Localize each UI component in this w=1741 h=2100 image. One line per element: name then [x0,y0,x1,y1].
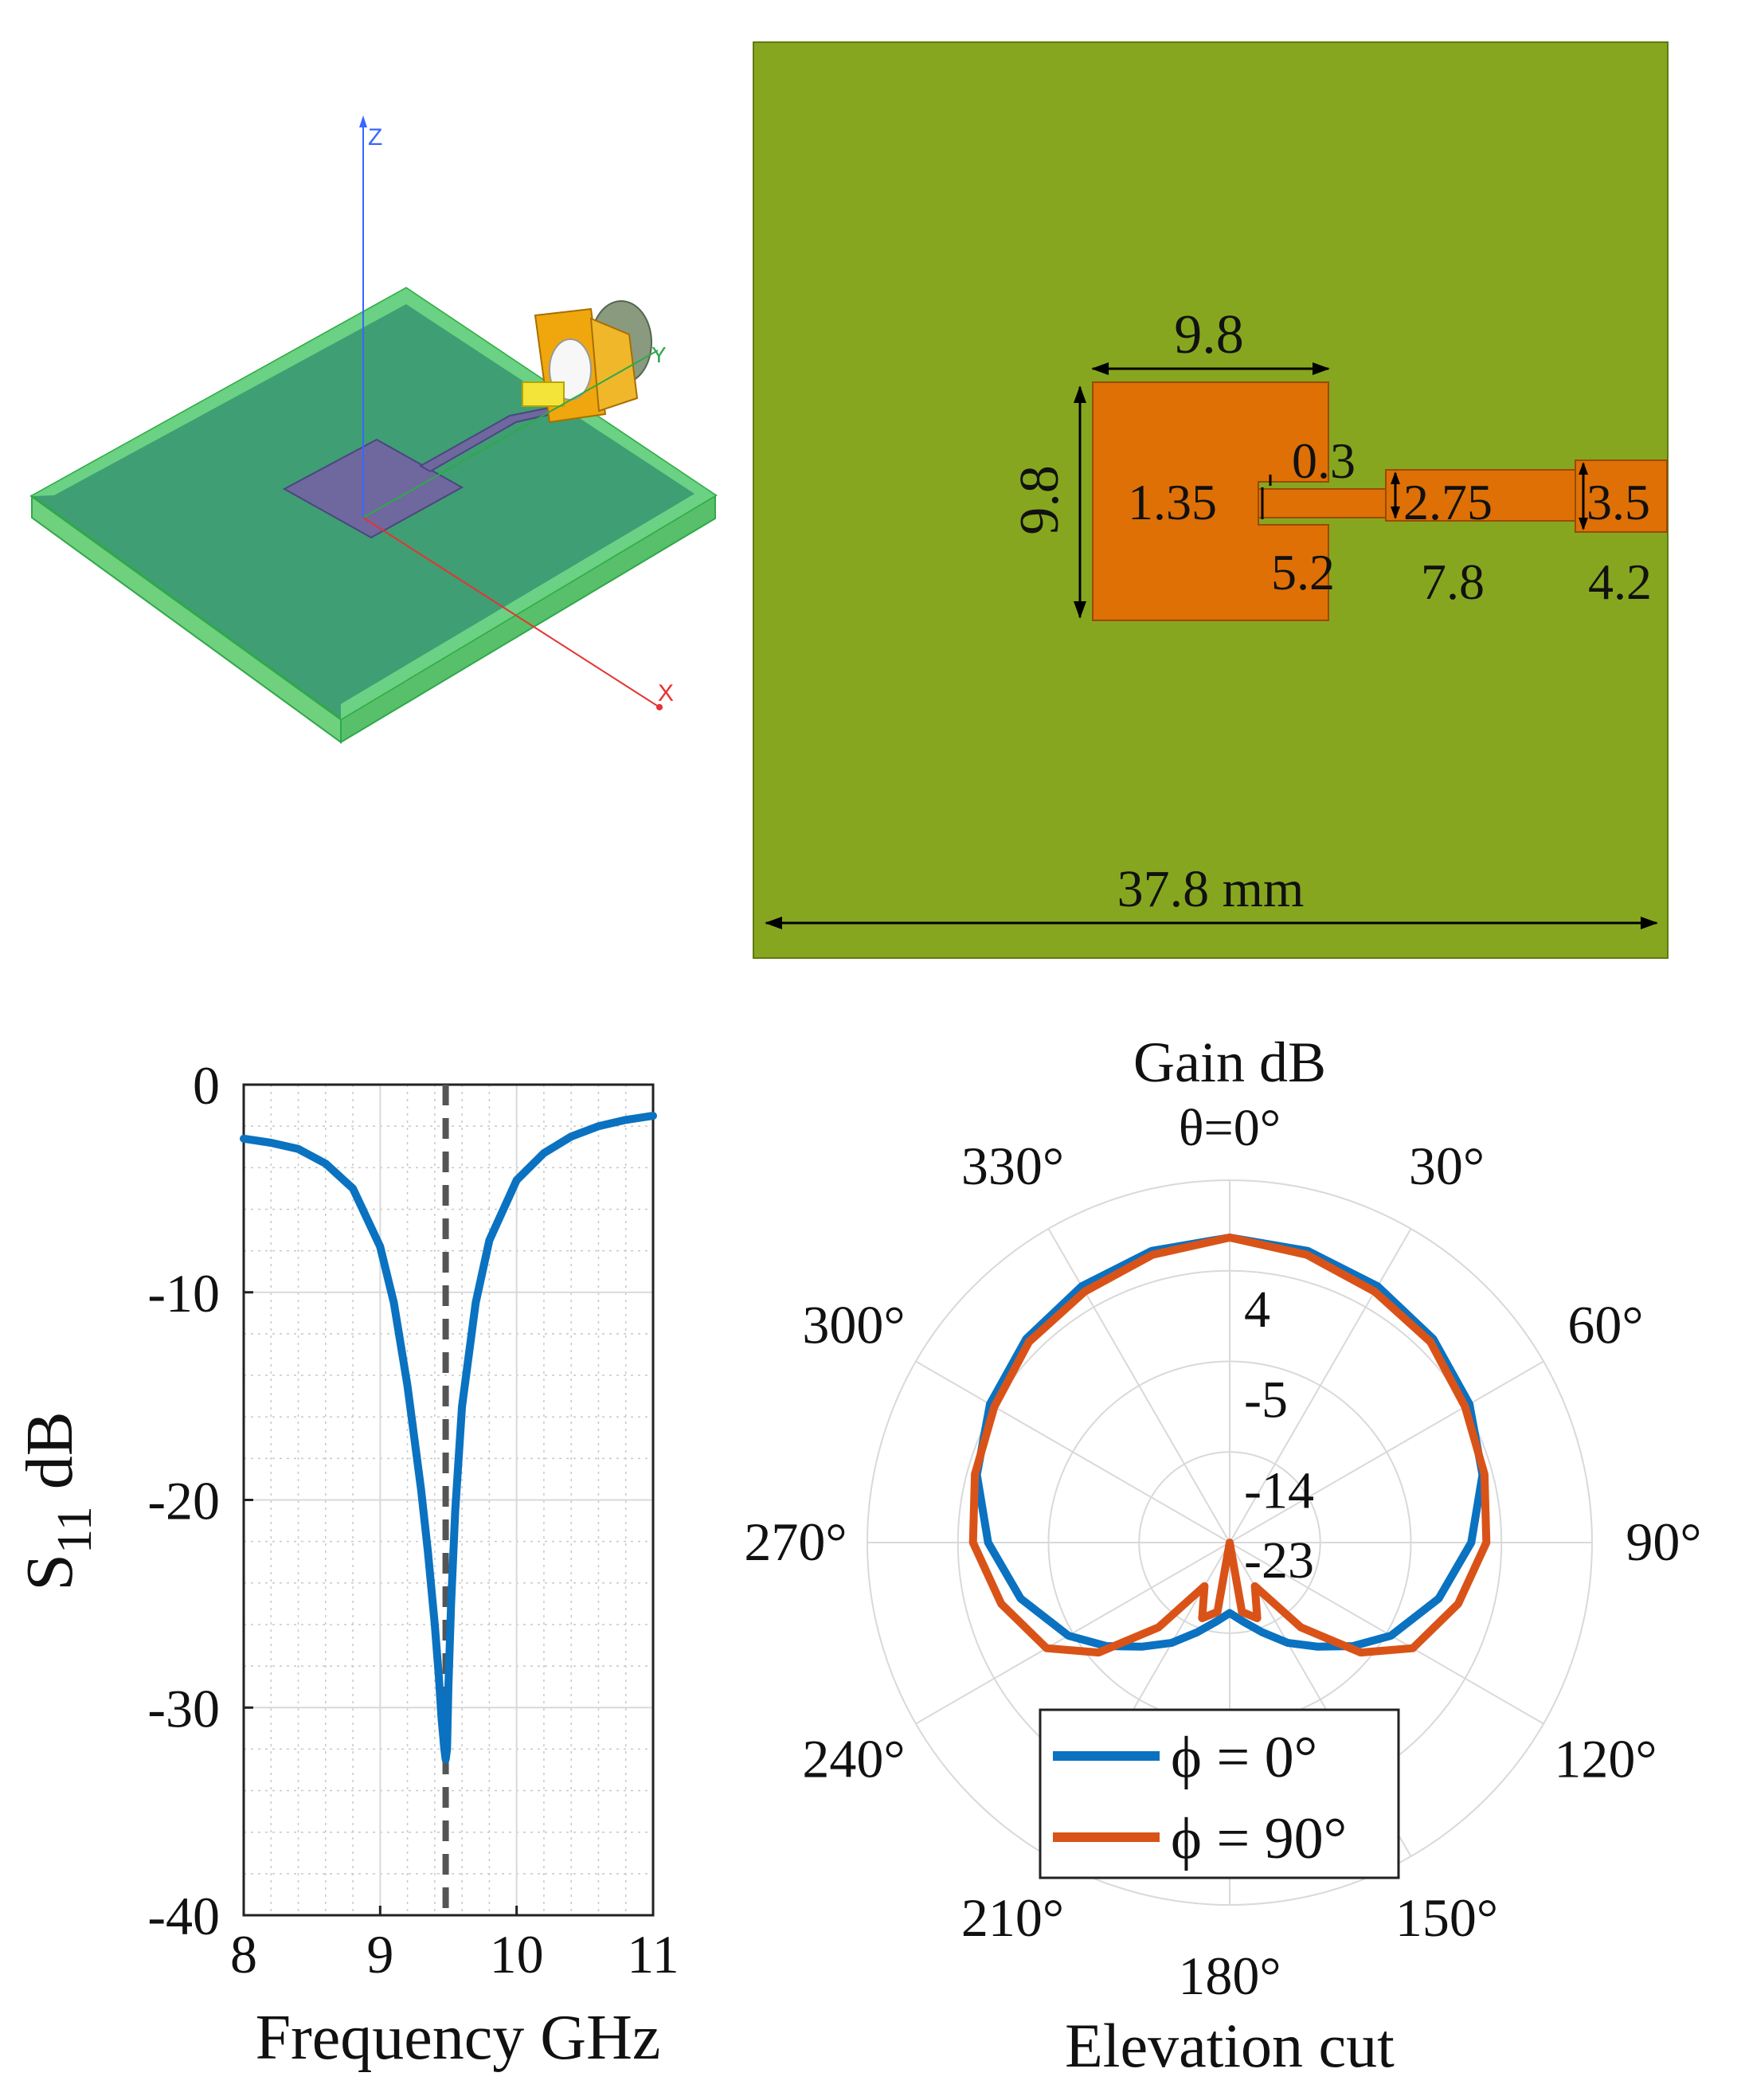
x-tick-label: 9 [366,1924,393,1985]
x-tick-label: 11 [627,1924,679,1985]
polar-angle-label: 270° [744,1511,847,1572]
polar-spoke [1229,1228,1412,1543]
polar-radial-label: -23 [1244,1531,1314,1590]
layout-feed-line-1 [1385,469,1576,522]
antenna-3d-model: Z Y X [29,115,718,744]
dim-patch-width: 9.8 [1174,304,1244,366]
polar-angle-label: 60° [1567,1295,1643,1355]
y-axis-label-unit: dB [13,1411,87,1506]
y-tick-label: -20 [147,1471,220,1531]
y-axis-label-sub: 11 [48,1506,102,1554]
y-tick-label: 0 [193,1055,220,1116]
polar-spoke [915,1360,1230,1543]
polar-angle-label: 300° [802,1295,905,1355]
x-tick-label: 10 [490,1924,544,1985]
x-axis-label: Frequency GHz [256,2003,661,2073]
dim-line1-width: 2.75 [1403,474,1493,530]
layout-patch [1092,381,1329,621]
dim-gap-width: 0.3 [1292,432,1356,489]
legend-label: ϕ = 90° [1171,1806,1347,1871]
sma-connector [522,300,652,424]
layout-feed-line-2 [1575,459,1668,533]
dim-line2-width: 3.5 [1586,474,1650,530]
dimension-arrows [765,362,1658,929]
dim-board-width: 37.8 mm [1117,860,1305,918]
dim-line2-length: 4.2 [1588,553,1652,610]
x-tick-label: 8 [230,1924,257,1985]
y-axis-label: S11 dB [13,1411,102,1590]
axis-label-x: X [658,680,674,706]
patch [282,438,464,539]
legend-label: ϕ = 0° [1171,1725,1317,1790]
y-tick-label: -10 [147,1263,220,1324]
legend-box [1039,1708,1400,1879]
polar-angle-label: 180° [1178,1946,1281,2006]
polar-spoke [1047,1228,1230,1543]
polar-xlabel: Elevation cut [1065,2011,1395,2080]
polar-radial-label: -5 [1244,1371,1288,1429]
dim-patch-length: 9.8 [1009,465,1070,535]
polar-angle-label: 210° [961,1887,1064,1948]
dim-inset-depth: 5.2 [1271,544,1335,600]
axis-label-z: Z [368,124,382,151]
y-tick-label: -30 [147,1678,220,1738]
axis-label-y: Y [651,342,667,367]
polar-radial-label: -14 [1244,1461,1314,1519]
dim-inset-width: 1.35 [1128,474,1217,530]
polar-radial-label: 4 [1244,1281,1270,1339]
polar-angle-label: 120° [1554,1729,1657,1789]
polar-title: Gain dB [1133,1030,1326,1094]
y-tick-label: -40 [147,1886,220,1946]
y-axis-label-main: S [13,1554,87,1591]
polar-angle-label: 90° [1626,1511,1701,1572]
dim-line1-length: 7.8 [1421,553,1485,610]
polar-angle-label: 150° [1395,1887,1498,1948]
polar-angle-label: 330° [961,1136,1064,1196]
coordinate-axes: Z Y X [359,115,674,710]
antenna-layout: 9.8 9.8 0.3 1.35 5.2 2.75 7.8 3.5 4.2 37… [753,41,1669,959]
polar-spoke [1229,1360,1544,1543]
polar-gain-chart: 30° 60° 90° 120° 150° 180° 210° 240° 270° 300° 330… [744,1030,1701,2080]
polar-angle-zero-label: θ=0° [1179,1099,1281,1157]
polar-angle-label: 30° [1409,1136,1485,1196]
layout-inset-line [1258,488,1387,518]
s11-series-line [240,1112,657,1764]
polar-angle-label: 240° [802,1729,905,1789]
